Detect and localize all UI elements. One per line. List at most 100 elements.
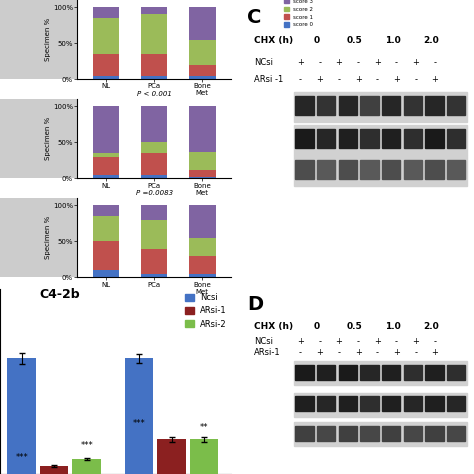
Text: 1.0: 1.0 [385, 36, 401, 45]
Bar [404, 396, 422, 411]
Text: +: + [316, 75, 323, 84]
Text: +: + [355, 348, 362, 357]
Text: NCsi: NCsi [255, 337, 273, 346]
Bar [360, 160, 379, 179]
Text: ARsi -1: ARsi -1 [255, 75, 283, 84]
Legend: Ncsi, ARsi-1, ARsi-2: Ncsi, ARsi-1, ARsi-2 [182, 290, 230, 332]
Bar [338, 396, 357, 411]
Text: +: + [336, 58, 342, 67]
Bar [404, 365, 422, 380]
Bar [425, 365, 444, 380]
Bar [360, 365, 379, 380]
Bar [93, 216, 119, 241]
Text: +: + [316, 348, 323, 357]
Bar [295, 160, 314, 179]
Text: +: + [431, 75, 438, 84]
Bar [295, 129, 314, 148]
Bar [294, 125, 467, 155]
Bar [141, 76, 167, 79]
Bar [40, 466, 69, 474]
Bar [190, 439, 219, 474]
Bar [447, 129, 465, 148]
Bar [425, 160, 444, 179]
Bar [382, 426, 401, 441]
Text: -: - [376, 75, 379, 84]
Bar [294, 91, 467, 122]
Bar [404, 96, 422, 115]
Bar [295, 96, 314, 115]
Text: -: - [299, 348, 302, 357]
Bar [294, 392, 467, 417]
Bar [447, 396, 465, 411]
Bar [189, 65, 216, 76]
Text: +: + [297, 58, 304, 67]
Bar [189, 177, 216, 178]
Bar [93, 54, 119, 76]
Bar [73, 459, 101, 474]
Bar [404, 160, 422, 179]
Bar [93, 270, 119, 277]
Bar [141, 14, 167, 54]
Legend: score 3, score 2, score 1, score 0: score 3, score 2, score 1, score 0 [282, 0, 315, 29]
Text: -: - [376, 348, 379, 357]
Bar [317, 365, 336, 380]
Text: **: ** [200, 423, 209, 432]
Bar [295, 426, 314, 441]
Bar [189, 256, 216, 274]
Bar [189, 152, 216, 170]
Text: ***: *** [133, 419, 146, 428]
Text: 0.5: 0.5 [347, 322, 363, 331]
Text: C: C [247, 9, 262, 27]
Text: -: - [318, 337, 321, 346]
Bar [189, 40, 216, 65]
Text: 1.0: 1.0 [385, 322, 401, 331]
Bar [447, 365, 465, 380]
Bar [360, 96, 379, 115]
Bar [93, 76, 119, 79]
Title: P =0.0083: P =0.0083 [136, 191, 173, 196]
Text: -: - [356, 337, 360, 346]
Bar [317, 396, 336, 411]
Bar [404, 129, 422, 148]
Bar [189, 205, 216, 238]
Bar [8, 358, 36, 474]
Bar [382, 96, 401, 115]
Bar [294, 361, 467, 385]
Bar [141, 175, 167, 178]
Text: -: - [395, 58, 398, 67]
Bar [93, 157, 119, 175]
Bar [141, 274, 167, 277]
Bar [294, 422, 467, 446]
Bar [189, 106, 216, 152]
Bar [141, 220, 167, 249]
Bar [317, 96, 336, 115]
Bar [425, 396, 444, 411]
Bar [189, 238, 216, 256]
Bar [295, 396, 314, 411]
Bar [425, 129, 444, 148]
Bar [382, 160, 401, 179]
Bar [447, 96, 465, 115]
Text: CHX (h): CHX (h) [255, 36, 293, 45]
Y-axis label: Specimen %: Specimen % [46, 18, 51, 61]
Text: 0: 0 [314, 322, 320, 331]
Bar [141, 7, 167, 14]
Bar [338, 96, 357, 115]
Bar [425, 96, 444, 115]
Text: C4-2b: C4-2b [40, 288, 81, 301]
Text: D: D [247, 294, 264, 314]
Text: ***: *** [80, 441, 93, 450]
Text: +: + [431, 348, 438, 357]
Bar [93, 106, 119, 153]
Bar [317, 160, 336, 179]
Bar [360, 129, 379, 148]
Bar [141, 142, 167, 153]
Text: ***: *** [15, 454, 28, 463]
Bar [382, 396, 401, 411]
Bar [157, 439, 186, 474]
Text: +: + [297, 337, 304, 346]
Bar [382, 365, 401, 380]
Text: 2.0: 2.0 [423, 36, 439, 45]
Text: -: - [414, 75, 417, 84]
Bar [93, 175, 119, 178]
